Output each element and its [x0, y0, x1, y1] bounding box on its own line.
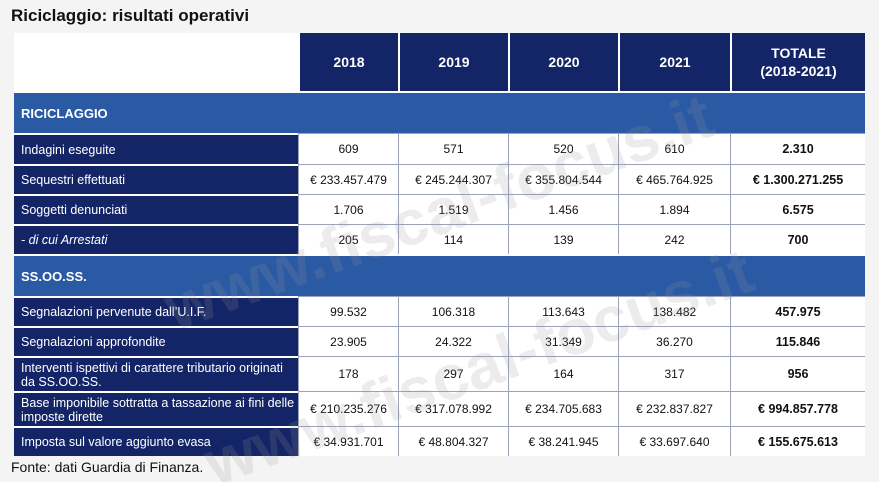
header-blank-cell — [14, 33, 298, 91]
cell-2018: 205 — [298, 224, 398, 254]
table-row: Imposta sul valore aggiunto evasa € 34.9… — [14, 426, 865, 456]
row-label: Segnalazioni approfondite — [14, 326, 298, 356]
cell-2021: 317 — [618, 356, 730, 391]
cell-2019: € 317.078.992 — [398, 391, 508, 426]
cell-total: 115.846 — [730, 326, 865, 356]
cell-2018: 1.706 — [298, 194, 398, 224]
row-label: Interventi ispettivi di carattere tribut… — [14, 356, 298, 391]
cell-2021: € 33.697.640 — [618, 426, 730, 456]
row-label: Segnalazioni pervenute dall’U.I.F. — [14, 296, 298, 326]
table-row: Segnalazioni pervenute dall’U.I.F. 99.53… — [14, 296, 865, 326]
cell-2021: € 232.837.827 — [618, 391, 730, 426]
cell-2020: 520 — [508, 133, 618, 164]
cell-2018: 99.532 — [298, 296, 398, 326]
cell-2019: 297 — [398, 356, 508, 391]
cell-total: € 1.300.271.255 — [730, 164, 865, 194]
cell-total: 956 — [730, 356, 865, 391]
row-label: Sequestri effettuati — [14, 164, 298, 194]
cell-2020: 1.456 — [508, 194, 618, 224]
cell-2018: € 210.235.276 — [298, 391, 398, 426]
cell-2021: 610 — [618, 133, 730, 164]
table-row: Soggetti denunciati 1.706 1.519 1.456 1.… — [14, 194, 865, 224]
cell-2018: € 34.931.701 — [298, 426, 398, 456]
cell-total: € 155.675.613 — [730, 426, 865, 456]
cell-2019: € 48.804.327 — [398, 426, 508, 456]
cell-2020: 31.349 — [508, 326, 618, 356]
cell-2019: € 245.244.307 — [398, 164, 508, 194]
header-year-2018: 2018 — [298, 33, 398, 91]
section-title: SS.OO.SS. — [14, 254, 865, 296]
header-year-2019: 2019 — [398, 33, 508, 91]
cell-total: 700 — [730, 224, 865, 254]
header-total: TOTALE (2018-2021) — [730, 33, 865, 91]
results-table: 2018 2019 2020 2021 TOTALE (2018-2021) R… — [14, 33, 865, 456]
cell-2018: 178 — [298, 356, 398, 391]
table-row: Sequestri effettuati € 233.457.479 € 245… — [14, 164, 865, 194]
cell-2021: 1.894 — [618, 194, 730, 224]
row-label: Imposta sul valore aggiunto evasa — [14, 426, 298, 456]
header-total-range: (2018-2021) — [760, 63, 837, 79]
page-title: Riciclaggio: risultati operativi — [11, 6, 250, 25]
cell-total: 2.310 — [730, 133, 865, 164]
header-year-2020: 2020 — [508, 33, 618, 91]
header-row: 2018 2019 2020 2021 TOTALE (2018-2021) — [14, 33, 865, 91]
cell-2018: 23.905 — [298, 326, 398, 356]
cell-2019: 106.318 — [398, 296, 508, 326]
cell-2021: 36.270 — [618, 326, 730, 356]
section-title: RICICLAGGIO — [14, 91, 865, 133]
cell-2020: 139 — [508, 224, 618, 254]
cell-2020: 164 — [508, 356, 618, 391]
cell-2019: 24.322 — [398, 326, 508, 356]
section-riciclaggio: RICICLAGGIO — [14, 91, 865, 133]
row-label: - di cui Arrestati — [14, 224, 298, 254]
header-total-label: TOTALE — [771, 45, 826, 61]
row-label: Base imponibile sottratta a tassazione a… — [14, 391, 298, 426]
source-note: Fonte: dati Guardia di Finanza. — [11, 459, 204, 475]
table-row: Base imponibile sottratta a tassazione a… — [14, 391, 865, 426]
cell-2020: 113.643 — [508, 296, 618, 326]
cell-2020: € 355.804.544 — [508, 164, 618, 194]
cell-total: € 994.857.778 — [730, 391, 865, 426]
table-row: - di cui Arrestati 205 114 139 242 700 — [14, 224, 865, 254]
cell-2021: 138.482 — [618, 296, 730, 326]
cell-2019: 571 — [398, 133, 508, 164]
table-row: Interventi ispettivi di carattere tribut… — [14, 356, 865, 391]
cell-2021: € 465.764.925 — [618, 164, 730, 194]
cell-2021: 242 — [618, 224, 730, 254]
table-row: Indagini eseguite 609 571 520 610 2.310 — [14, 133, 865, 164]
table-row: Segnalazioni approfondite 23.905 24.322 … — [14, 326, 865, 356]
row-label: Soggetti denunciati — [14, 194, 298, 224]
header-year-2021: 2021 — [618, 33, 730, 91]
cell-total: 457.975 — [730, 296, 865, 326]
section-ssooss: SS.OO.SS. — [14, 254, 865, 296]
row-label: Indagini eseguite — [14, 133, 298, 164]
cell-total: 6.575 — [730, 194, 865, 224]
cell-2019: 1.519 — [398, 194, 508, 224]
cell-2020: € 38.241.945 — [508, 426, 618, 456]
cell-2018: 609 — [298, 133, 398, 164]
cell-2018: € 233.457.479 — [298, 164, 398, 194]
cell-2019: 114 — [398, 224, 508, 254]
cell-2020: € 234.705.683 — [508, 391, 618, 426]
